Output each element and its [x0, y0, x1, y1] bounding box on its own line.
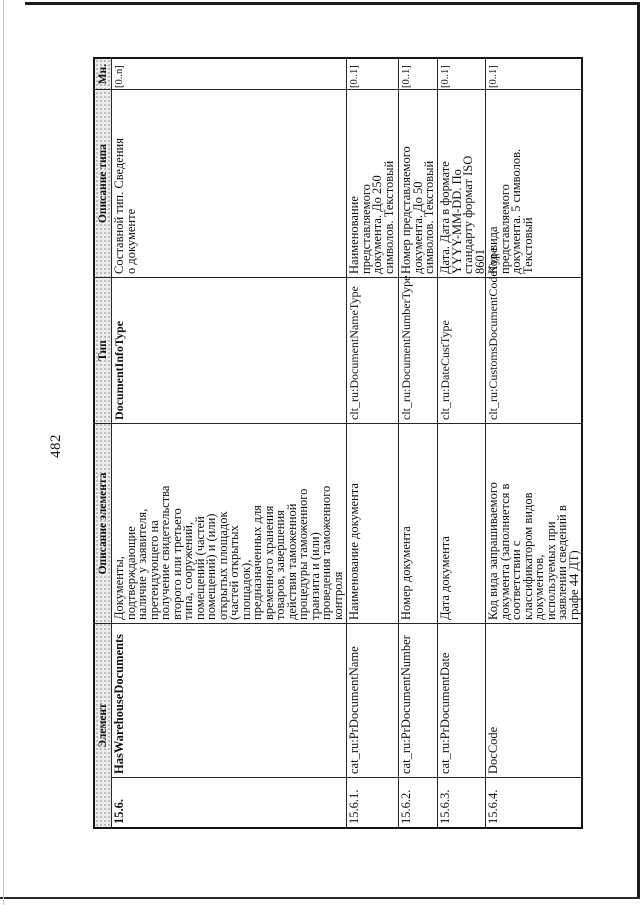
- type-description: Код вида представляемого документа. 5 си…: [486, 89, 581, 277]
- multiplicity: [0..1]: [349, 65, 360, 88]
- header-type-description: Описание типа: [95, 89, 111, 277]
- element-description: Код вида запрашиваемого документа (запол…: [486, 423, 581, 623]
- element-name: cat_ru:PrDocumentDate: [438, 623, 485, 777]
- type-description: Наименование представляемого документа. …: [347, 89, 398, 277]
- page-number: 482: [48, 434, 64, 458]
- element-type: DocumentInfoType: [112, 277, 346, 423]
- element-type: clt_ru:DocumentNameType: [347, 277, 398, 423]
- table-row: 15.6.1. cat_ru:PrDocumentName Наименован…: [347, 59, 399, 827]
- multiplicity: [0..1]: [488, 65, 499, 88]
- element-name: cat_ru:PrDocumentNumber: [399, 623, 437, 777]
- multiplicity: [0..1]: [440, 65, 451, 88]
- table-row: 15.6.2. cat_ru:PrDocumentNumber Номер до…: [399, 59, 438, 827]
- scan-border-top: [25, 2, 640, 5]
- table-header-row: Элемент Описание элемента Тип Описание т…: [95, 59, 112, 827]
- header-multiplicity: Мн.: [97, 63, 109, 85]
- element-type: clt_ru:DateCustType: [438, 277, 485, 423]
- element-description: Дата документа: [438, 423, 485, 623]
- table-row: 15.6.3. cat_ru:PrDocumentDate Дата докум…: [438, 59, 486, 827]
- element-name: cat_ru:PrDocumentName: [347, 623, 398, 777]
- type-description: Номер представляемого документа. До 50 с…: [399, 89, 437, 277]
- row-number: 15.6.4.: [486, 777, 581, 827]
- element-type: clt_ru:CustomsDocumentCodeType: [486, 248, 581, 423]
- scan-border-right: [637, 2, 640, 899]
- scan-border-left: [3, 0, 4, 905]
- multiplicity: [0..n]: [114, 65, 125, 88]
- multiplicity: [0..1]: [401, 65, 412, 88]
- schema-table: Элемент Описание элемента Тип Описание т…: [93, 57, 583, 829]
- row-number: 15.6.: [112, 777, 346, 827]
- scan-border-bottom: [0, 897, 640, 899]
- type-description: Составной тип. Сведения о документе: [112, 89, 346, 277]
- type-description: Дата. Дата в формате YYYY-MM-DD. По стан…: [438, 89, 485, 277]
- element-name: HasWarehouseDocuments: [112, 623, 346, 777]
- element-description: Номер документа: [399, 423, 437, 623]
- row-number: 15.6.1.: [347, 777, 398, 827]
- element-type: clt_ru:DocumentNumberType: [399, 276, 437, 423]
- row-number: 15.6.2.: [399, 777, 437, 827]
- row-number: 15.6.3.: [438, 777, 485, 827]
- table-row: 15.6.4. DocCode Код вида запрашиваемого …: [486, 59, 581, 827]
- element-description: Документы, подтверждающие наличие у заяв…: [112, 423, 346, 623]
- header-element: Элемент: [95, 623, 111, 827]
- header-element-description: Описание элемента: [95, 423, 111, 623]
- rotated-table-wrapper: Элемент Описание элемента Тип Описание т…: [93, 57, 583, 829]
- element-name: DocCode: [486, 623, 581, 777]
- header-type: Тип: [95, 277, 111, 423]
- table-row: 15.6. HasWarehouseDocuments Документы, п…: [112, 59, 347, 827]
- element-description: Наименование документа: [347, 423, 398, 623]
